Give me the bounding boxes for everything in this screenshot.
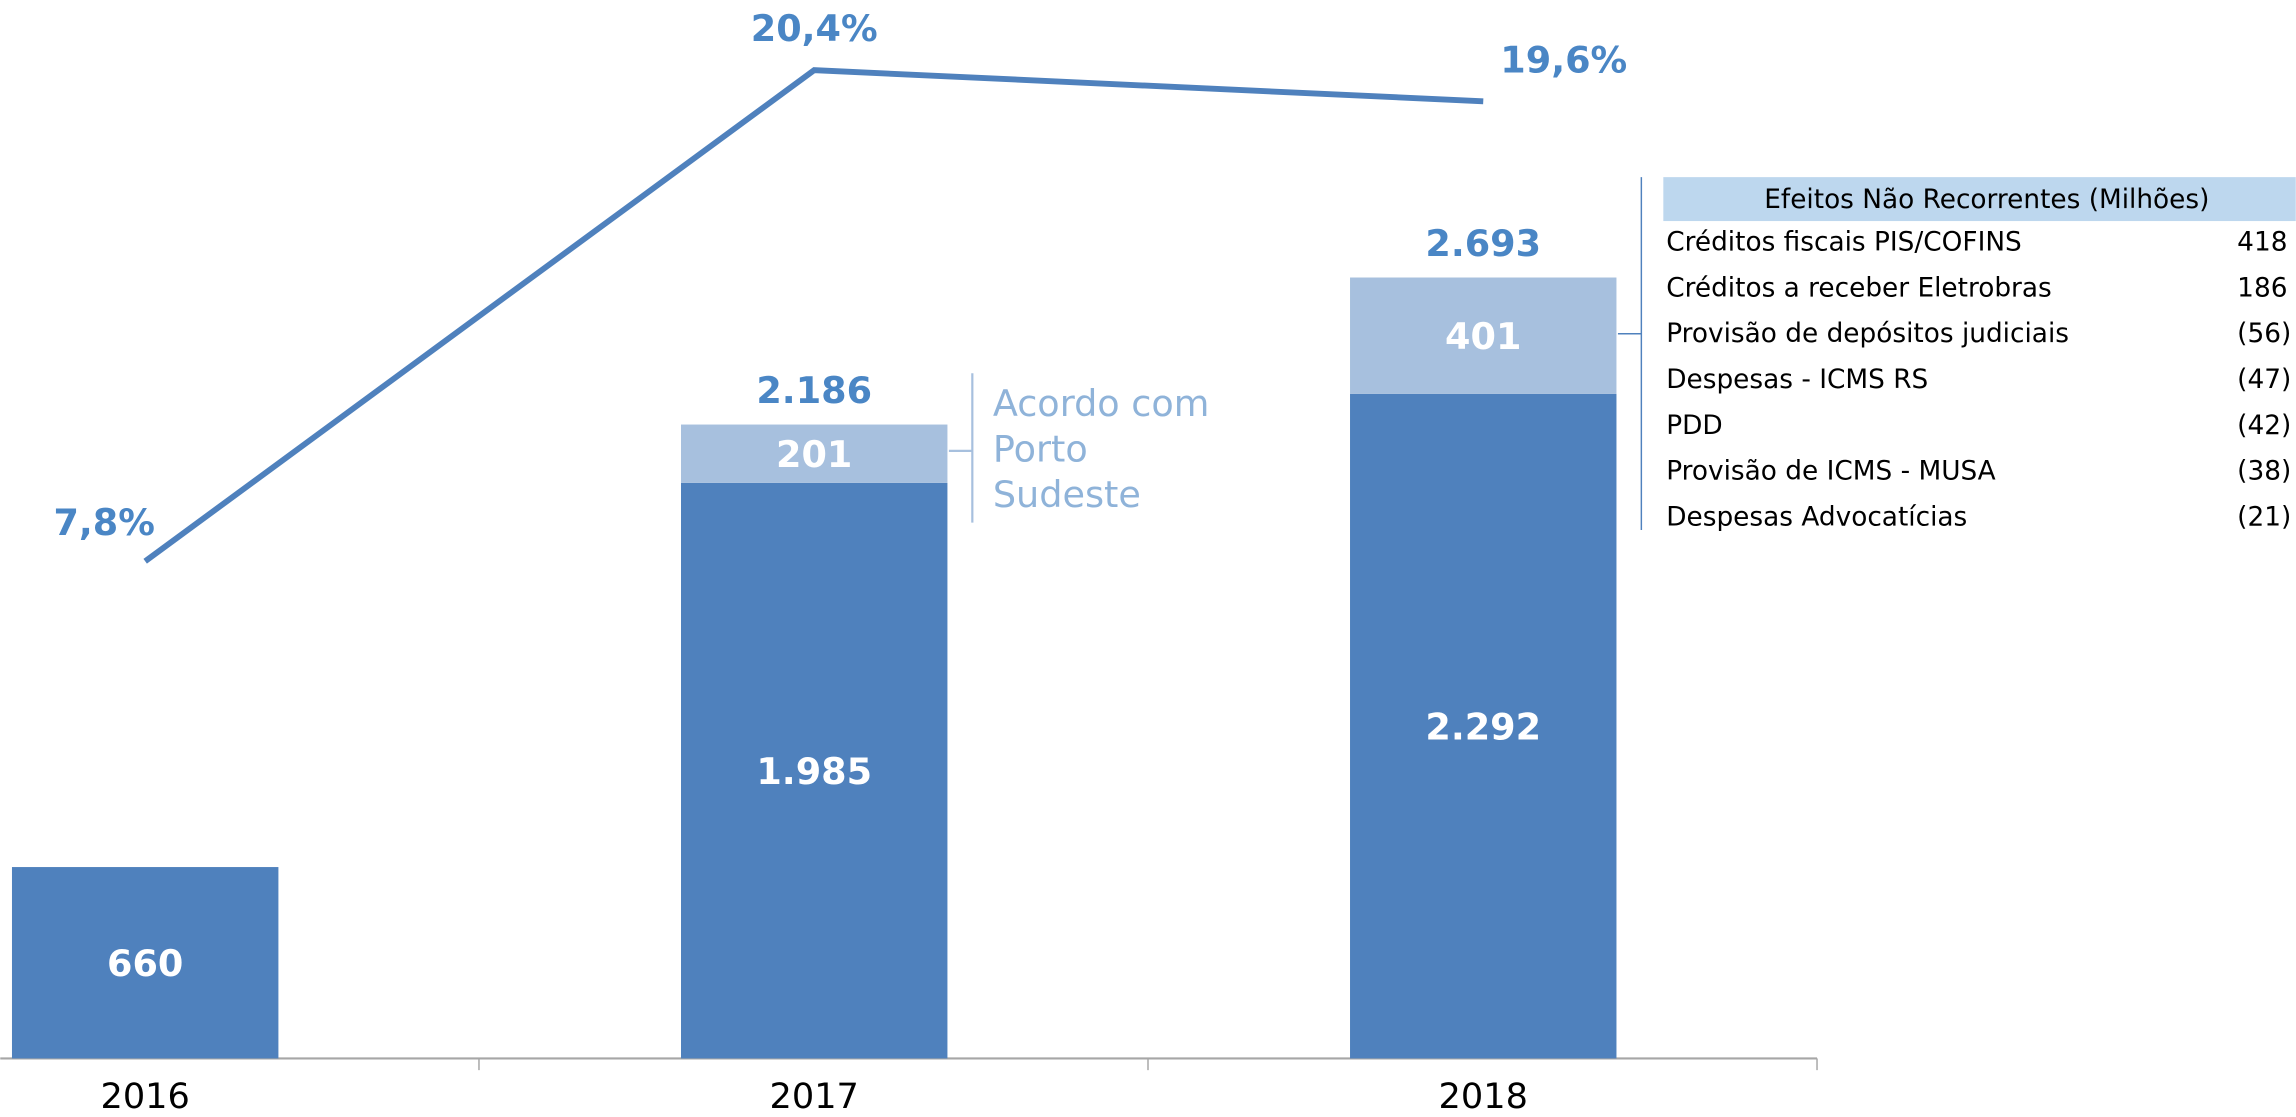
- table-value: (21): [2237, 502, 2291, 532]
- bar-label: 201: [776, 433, 852, 476]
- table-value: 418: [2237, 228, 2287, 258]
- table-label: Provisão de depósitos judiciais: [1666, 319, 2069, 349]
- total-label: 2.186: [756, 369, 872, 412]
- annotation: Porto: [993, 427, 1088, 470]
- annotation: Sudeste: [993, 473, 1141, 516]
- table-value: (38): [2237, 457, 2291, 487]
- total-label: 2.693: [1425, 222, 1541, 265]
- bar: [11, 867, 279, 1059]
- x-tick-label: 2018: [1439, 1076, 1528, 1117]
- table-label: Despesas - ICMS RS: [1666, 365, 1928, 395]
- table-label: PDD: [1666, 411, 1722, 441]
- bar-label: 1.985: [756, 750, 872, 793]
- table-value: (42): [2237, 411, 2291, 441]
- x-tick-label: 2017: [770, 1076, 859, 1117]
- table-value: 186: [2237, 273, 2287, 303]
- line-label: 7,8%: [53, 501, 154, 544]
- table-label: Créditos fiscais PIS/COFINS: [1666, 228, 2022, 258]
- bar-label: 2.292: [1425, 706, 1541, 749]
- table-value: (56): [2237, 319, 2291, 349]
- x-tick-label: 2016: [100, 1076, 189, 1117]
- bar-label: 660: [107, 942, 183, 985]
- bar: [1350, 277, 1617, 394]
- line: [143, 67, 1484, 564]
- bar: [1350, 393, 1617, 1059]
- line-label: 20,4%: [751, 7, 878, 50]
- table-label: Créditos a receber Eletrobras: [1666, 273, 2052, 303]
- line-label: 19,6%: [1500, 38, 1627, 81]
- table-value: (47): [2237, 365, 2291, 395]
- table-title: Efeitos Não Recorrentes (Milhões): [1764, 185, 2209, 215]
- annotation: Acordo com: [993, 382, 1210, 425]
- bar: [680, 482, 948, 1059]
- bar-label: 401: [1445, 315, 1521, 358]
- bar: [680, 424, 948, 483]
- table-label: Provisão de ICMS - MUSA: [1666, 457, 1995, 487]
- table-label: Despesas Advocatícias: [1666, 502, 1967, 532]
- table-header: [1663, 177, 2296, 222]
